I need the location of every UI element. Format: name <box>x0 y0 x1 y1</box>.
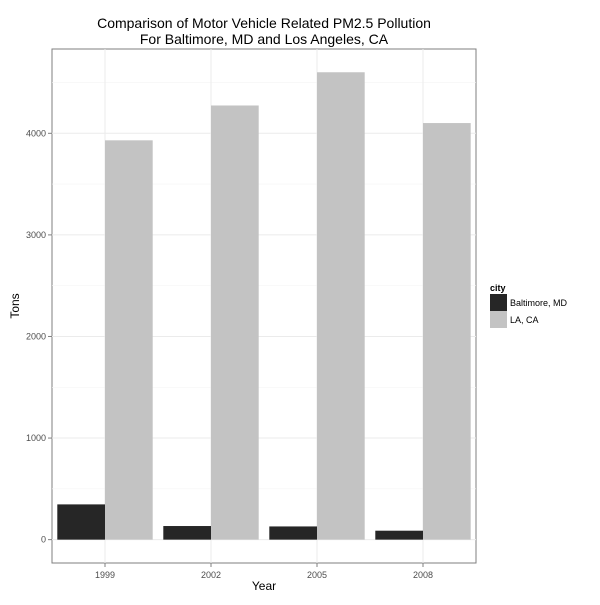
bar-baltimore-md-2008 <box>375 530 423 540</box>
bar-la-ca-2008 <box>423 123 471 540</box>
bar-la-ca-2005 <box>317 72 365 540</box>
bar-baltimore-md-2005 <box>269 526 317 540</box>
legend-label-baltimore: Baltimore, MD <box>510 298 568 308</box>
legend-label-la: LA, CA <box>510 315 539 325</box>
bar-la-ca-2002 <box>211 105 259 540</box>
x-axis: 1999 2002 2005 2008 <box>95 563 433 580</box>
x-tick-label: 2008 <box>413 570 433 580</box>
legend: city Baltimore, MD LA, CA <box>490 283 568 328</box>
legend-key-baltimore <box>490 294 507 311</box>
y-axis-title: Tons <box>8 293 22 318</box>
x-tick-label: 2005 <box>307 570 327 580</box>
legend-title: city <box>490 283 506 293</box>
x-tick-label: 2002 <box>201 570 221 580</box>
y-tick-label: 0 <box>41 535 46 545</box>
chart-title-line1: Comparison of Motor Vehicle Related PM2.… <box>97 15 431 31</box>
chart-title-line2: For Baltimore, MD and Los Angeles, CA <box>140 31 389 47</box>
bar-baltimore-md-1999 <box>57 504 105 540</box>
legend-key-la <box>490 311 507 328</box>
y-tick-label: 2000 <box>26 331 46 341</box>
bars <box>57 72 471 540</box>
y-tick-label: 1000 <box>26 433 46 443</box>
y-axis: 0 1000 2000 3000 4000 <box>26 128 52 545</box>
y-tick-label: 4000 <box>26 128 46 138</box>
x-axis-title: Year <box>252 579 276 593</box>
bar-baltimore-md-2002 <box>163 526 211 540</box>
y-tick-label: 3000 <box>26 230 46 240</box>
x-tick-label: 1999 <box>95 570 115 580</box>
bar-la-ca-1999 <box>105 140 153 540</box>
